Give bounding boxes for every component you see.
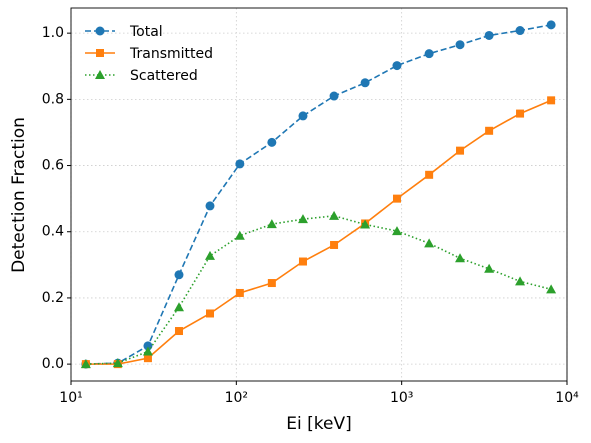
marker <box>391 226 402 236</box>
marker <box>329 91 339 101</box>
x-tick-label: 10² <box>225 390 248 406</box>
marker <box>297 214 308 224</box>
marker <box>515 276 526 286</box>
marker <box>425 170 434 179</box>
marker <box>143 354 152 363</box>
marker <box>80 359 91 369</box>
marker <box>485 126 494 135</box>
marker <box>329 210 340 220</box>
marker <box>205 201 215 211</box>
marker <box>173 302 184 312</box>
y-tick-label: 1.0 <box>42 25 64 41</box>
legend-marker <box>95 70 105 79</box>
legend-label: Total <box>129 24 163 40</box>
series-line <box>85 99 552 365</box>
marker <box>298 257 307 266</box>
marker <box>267 137 277 147</box>
marker <box>360 219 371 229</box>
x-tick-label: 10⁴ <box>555 390 579 406</box>
marker <box>424 238 435 248</box>
x-tick-label: 10¹ <box>59 390 82 406</box>
marker <box>266 219 277 229</box>
x-tick-label: 10³ <box>390 390 413 406</box>
marker <box>392 194 401 203</box>
plot-frame <box>70 7 568 382</box>
marker <box>206 309 215 318</box>
marker <box>142 346 153 356</box>
marker <box>546 20 556 30</box>
y-tick-label: 0.0 <box>42 356 64 372</box>
marker <box>298 111 308 121</box>
marker <box>546 284 557 294</box>
marker <box>330 240 339 249</box>
marker <box>516 109 525 118</box>
marker <box>174 270 184 280</box>
y-tick-label: 0.8 <box>42 91 64 107</box>
y-tick-label: 0.4 <box>42 224 64 240</box>
marker <box>484 30 494 40</box>
marker <box>515 26 525 36</box>
marker <box>267 279 276 288</box>
marker <box>234 230 245 240</box>
y-tick-label: 0.2 <box>42 290 64 306</box>
marker <box>547 96 556 105</box>
y-tick-label: 0.6 <box>42 158 64 174</box>
series-line <box>85 24 552 365</box>
marker <box>392 61 402 71</box>
marker <box>112 358 123 368</box>
x-axis-label: Ei [keV] <box>286 414 351 434</box>
marker <box>174 327 183 336</box>
marker <box>455 253 466 263</box>
marker <box>455 40 465 50</box>
marker <box>360 78 370 88</box>
marker <box>205 250 216 260</box>
legend-label: Transmitted <box>129 46 213 62</box>
legend-label: Scattered <box>130 68 198 84</box>
marker <box>456 146 465 155</box>
legend-marker <box>95 26 105 36</box>
legend-marker <box>96 49 104 57</box>
marker <box>235 288 244 297</box>
marker <box>424 49 434 59</box>
marker <box>484 263 495 273</box>
series-line <box>85 215 552 365</box>
y-axis-label: Detection Fraction <box>9 117 29 273</box>
marker <box>235 159 245 169</box>
